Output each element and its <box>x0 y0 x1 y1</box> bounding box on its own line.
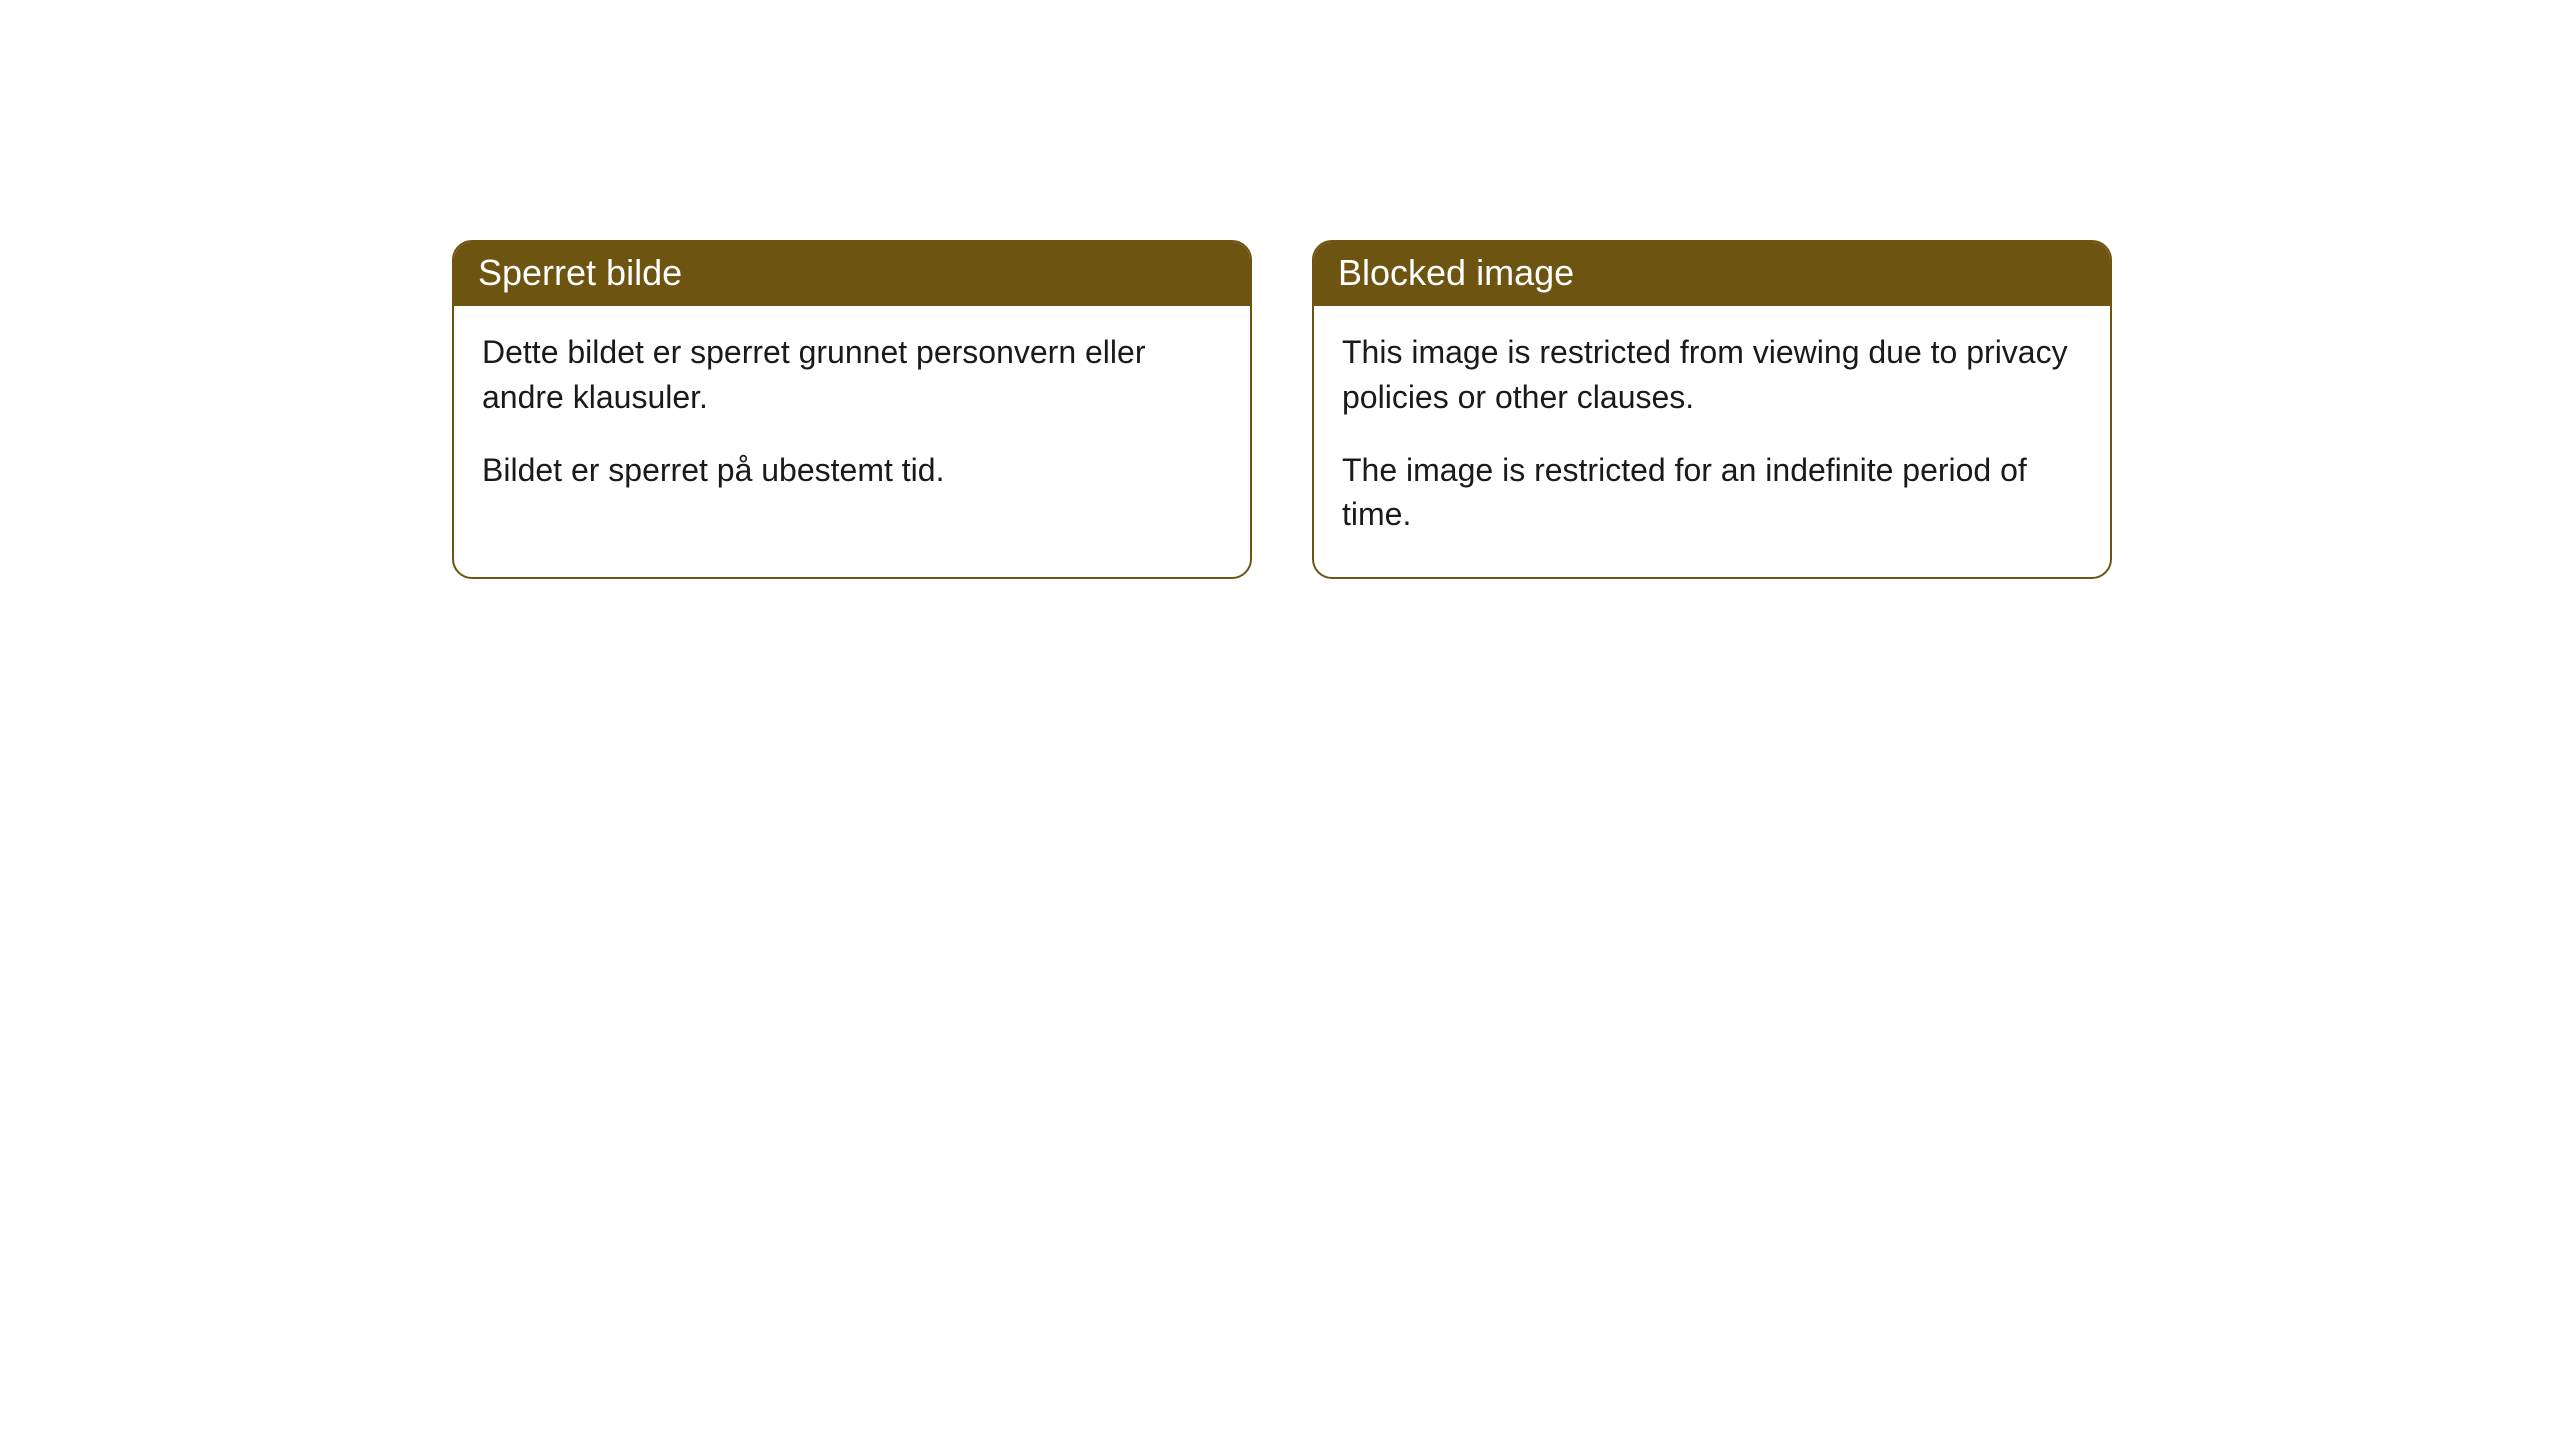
card-paragraph-2: The image is restricted for an indefinit… <box>1342 448 2082 538</box>
card-title: Sperret bilde <box>478 252 682 293</box>
notice-card-norwegian: Sperret bilde Dette bildet er sperret gr… <box>452 240 1252 579</box>
card-paragraph-1: Dette bildet er sperret grunnet personve… <box>482 330 1222 420</box>
cards-container: Sperret bilde Dette bildet er sperret gr… <box>452 240 2560 579</box>
card-body-norwegian: Dette bildet er sperret grunnet personve… <box>454 306 1250 532</box>
card-paragraph-2: Bildet er sperret på ubestemt tid. <box>482 448 1222 493</box>
notice-card-english: Blocked image This image is restricted f… <box>1312 240 2112 579</box>
card-paragraph-1: This image is restricted from viewing du… <box>1342 330 2082 420</box>
card-header-english: Blocked image <box>1314 242 2110 306</box>
card-header-norwegian: Sperret bilde <box>454 242 1250 306</box>
card-body-english: This image is restricted from viewing du… <box>1314 306 2110 577</box>
card-title: Blocked image <box>1338 252 1574 293</box>
